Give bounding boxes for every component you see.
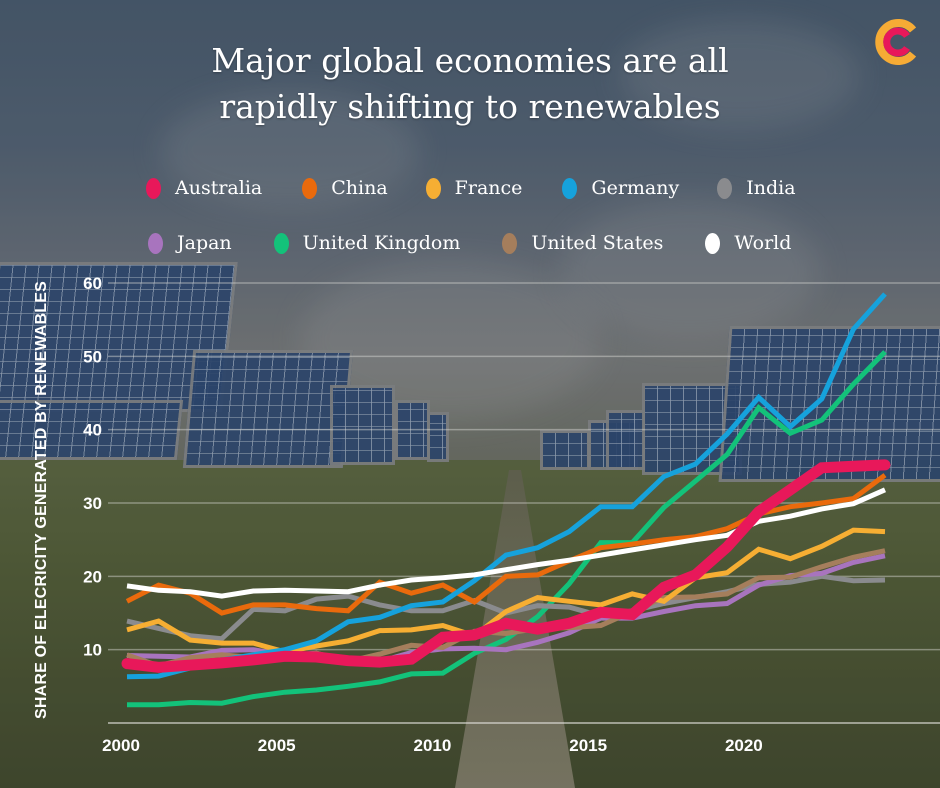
legend-item-united-states: United States	[502, 232, 663, 254]
legend-swatch	[148, 232, 163, 254]
legend-label: Germany	[591, 177, 680, 199]
y-tick-label: 10	[83, 641, 102, 660]
y-tick-label: 60	[83, 274, 102, 293]
series-line-australia	[121, 459, 891, 673]
legend-swatch	[502, 232, 518, 254]
x-tick-label: 2015	[569, 736, 607, 755]
legend-label: India	[746, 177, 796, 199]
x-tick-label: 2010	[414, 736, 452, 755]
title-line-1: Major global economies are all	[211, 41, 729, 80]
x-tick-label: 2000	[102, 736, 140, 755]
legend-swatch	[717, 177, 733, 199]
y-tick-label: 30	[83, 494, 102, 513]
legend-label: United States	[531, 232, 664, 254]
y-tick-label: 20	[83, 567, 102, 586]
legend-item-france: France	[425, 177, 523, 199]
legend-swatch	[562, 177, 578, 199]
legend-label: Japan	[177, 232, 232, 254]
series-line-japan	[126, 553, 886, 666]
legend-row-2: Japan United Kingdom United States World	[148, 232, 791, 254]
legend-swatch	[302, 177, 318, 199]
legend-item-united-kingdom: United Kingdom	[273, 232, 461, 254]
legend-item-australia: Australia	[146, 177, 262, 199]
series-line-world	[126, 487, 887, 599]
legend-item-japan: Japan	[148, 232, 232, 254]
legend-row-1: Australia China France Germany India	[146, 177, 796, 199]
legend-label: France	[454, 177, 523, 199]
series-line-france	[126, 527, 886, 655]
title-line-2: rapidly shifting to renewables	[219, 87, 721, 126]
legend-item-world: World	[705, 232, 791, 254]
x-tick-label: 2005	[258, 736, 296, 755]
legend-label: World	[734, 232, 792, 254]
y-tick-label: 50	[83, 347, 102, 366]
legend-swatch	[425, 177, 441, 199]
legend-label: United Kingdom	[302, 232, 461, 254]
brand-logo-icon	[875, 19, 917, 65]
legend-swatch	[273, 232, 289, 254]
legend-item-china: China	[302, 177, 388, 199]
legend-item-germany: Germany	[562, 177, 679, 199]
legend-swatch	[705, 232, 721, 254]
legend-swatch	[146, 177, 161, 199]
legend-label: China	[331, 177, 388, 199]
y-tick-label: 40	[83, 421, 102, 440]
chart-title: Major global economies are all rapidly s…	[0, 38, 940, 130]
x-tick-label: 2020	[725, 736, 763, 755]
series-line-united-kingdom	[127, 350, 887, 708]
legend-label: Australia	[175, 177, 263, 199]
legend-item-india: India	[717, 177, 796, 199]
